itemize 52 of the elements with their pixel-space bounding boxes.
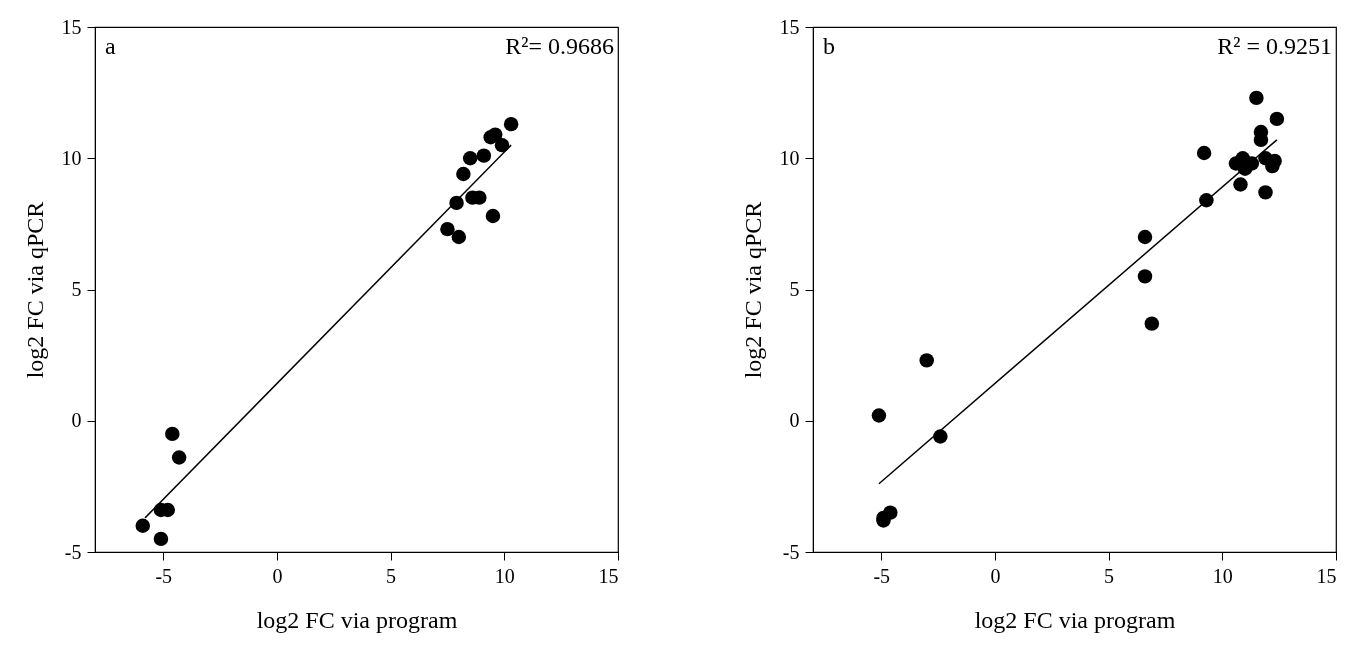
annotation: R² = 0.9251 [1217, 33, 1332, 59]
point [503, 116, 519, 132]
y-axis-title: log2 FC via qPCR [739, 201, 766, 379]
x-tick-label: -5 [155, 564, 173, 587]
point [1137, 269, 1153, 284]
x-axis-title: log2 FC via program [974, 606, 1176, 633]
point [1258, 185, 1273, 200]
y-tick-label: 15 [779, 15, 800, 38]
x-tick-label: 0 [272, 564, 283, 587]
x-tick-label: 15 [1316, 564, 1337, 587]
point [1233, 177, 1248, 192]
y-tick-label: 5 [71, 278, 82, 300]
point [1144, 316, 1160, 331]
y-tick-label: 0 [789, 409, 800, 432]
point [135, 518, 150, 533]
y-tick-label: -5 [782, 540, 800, 563]
point [462, 151, 478, 166]
x-tick-label: 0 [990, 564, 1001, 587]
point [919, 353, 934, 368]
y-tick-label: 15 [61, 15, 82, 38]
point [476, 148, 492, 163]
point [451, 229, 467, 245]
y-tick-label: 10 [779, 146, 800, 169]
y-tick-label: -5 [64, 540, 82, 563]
point [165, 426, 180, 442]
point [871, 408, 887, 423]
y-axis-title: log2 FC via qPCR [21, 201, 48, 379]
point [485, 208, 501, 224]
x-tick-label: 15 [598, 564, 619, 587]
x-axis-title: log2 FC via program [256, 606, 458, 633]
annotation: a [105, 33, 116, 59]
point [456, 166, 471, 182]
y-tick-label: 5 [789, 278, 800, 300]
point [494, 137, 510, 153]
point [153, 531, 169, 547]
x-tick-label: 10 [494, 564, 515, 587]
point [440, 221, 455, 237]
point [1249, 90, 1264, 106]
annotation: b [823, 33, 835, 59]
x-tick-label: 5 [386, 564, 397, 587]
x-tick-label: 10 [1212, 564, 1233, 587]
point [1269, 111, 1285, 127]
annotation: R²= 0.9686 [505, 33, 614, 59]
y-tick-label: 10 [61, 146, 82, 169]
point [1137, 229, 1153, 245]
point [1196, 145, 1212, 161]
y-tick-label: 0 [71, 409, 82, 432]
point [487, 127, 503, 142]
point [171, 450, 187, 465]
x-tick-label: -5 [873, 564, 891, 587]
point [883, 505, 898, 520]
x-tick-label: 5 [1104, 564, 1115, 587]
